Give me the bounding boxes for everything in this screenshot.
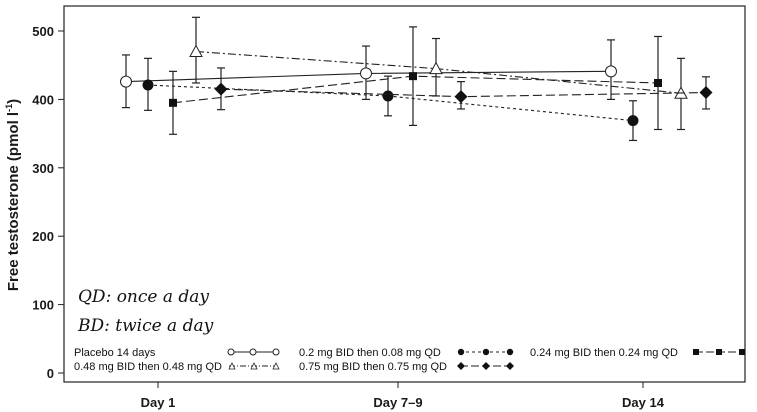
- data-point-marker: [360, 67, 372, 80]
- y-tick-label: 300: [32, 161, 54, 176]
- note-bd: BD: twice a day: [77, 316, 214, 336]
- y-axis-label: Free testosterone (pmol l-1): [4, 99, 22, 291]
- legend-label-048: 0.48 mg BID then 0.48 mg QD: [74, 361, 222, 373]
- y-axis: 0 100 200 300 400 500: [32, 24, 64, 381]
- series-open-triangle: [189, 16, 688, 131]
- y-tick-label: 0: [47, 366, 54, 381]
- y-tick-label: 100: [32, 298, 54, 313]
- note-qd: QD: once a day: [78, 287, 209, 307]
- data-series: [120, 16, 713, 142]
- x-tick-label: Day 7–9: [373, 395, 422, 410]
- data-point-marker: [605, 65, 617, 78]
- legend-label-075: 0.75 mg BID then 0.75 mg QD: [299, 361, 447, 373]
- data-point-marker: [429, 61, 443, 75]
- series-open-circle: [120, 39, 617, 109]
- data-point-marker: [120, 75, 132, 88]
- data-point-marker: [214, 82, 228, 96]
- data-point-marker: [699, 86, 713, 100]
- data-point-marker: [142, 79, 154, 91]
- y-tick-label: 200: [32, 229, 54, 244]
- data-point-marker: [382, 90, 394, 102]
- data-point-marker: [409, 72, 417, 81]
- legend-label-024: 0.24 mg BID then 0.24 mg QD: [530, 347, 678, 359]
- legend-swatch-02: [457, 348, 514, 356]
- plot-frame: [63, 5, 746, 383]
- x-tick-label: Day 1: [141, 395, 176, 410]
- legend: Placebo 14 days 0.48 mg BID then 0.48 mg…: [74, 347, 745, 373]
- legend-swatch-placebo: [227, 348, 280, 356]
- x-axis: Day 1 Day 7–9 Day 14: [141, 382, 665, 410]
- y-tick-label: 500: [32, 24, 54, 39]
- y-tick-label: 400: [32, 92, 54, 107]
- series-filled-square: [169, 26, 662, 135]
- legend-swatch-048: [228, 362, 280, 370]
- x-tick-label: Day 14: [622, 395, 665, 410]
- data-point-marker: [654, 78, 662, 87]
- series-filled-circle: [142, 57, 639, 142]
- data-point-marker: [189, 44, 203, 58]
- legend-label-02: 0.2 mg BID then 0.08 mg QD: [299, 347, 441, 359]
- data-point-marker: [169, 98, 177, 107]
- legend-swatch-075: [457, 362, 514, 370]
- data-point-marker: [454, 90, 468, 104]
- legend-swatch-024: [693, 349, 745, 355]
- legend-label-placebo: Placebo 14 days: [74, 347, 156, 359]
- series-filled-diamond: [214, 67, 713, 111]
- data-point-marker: [627, 115, 639, 127]
